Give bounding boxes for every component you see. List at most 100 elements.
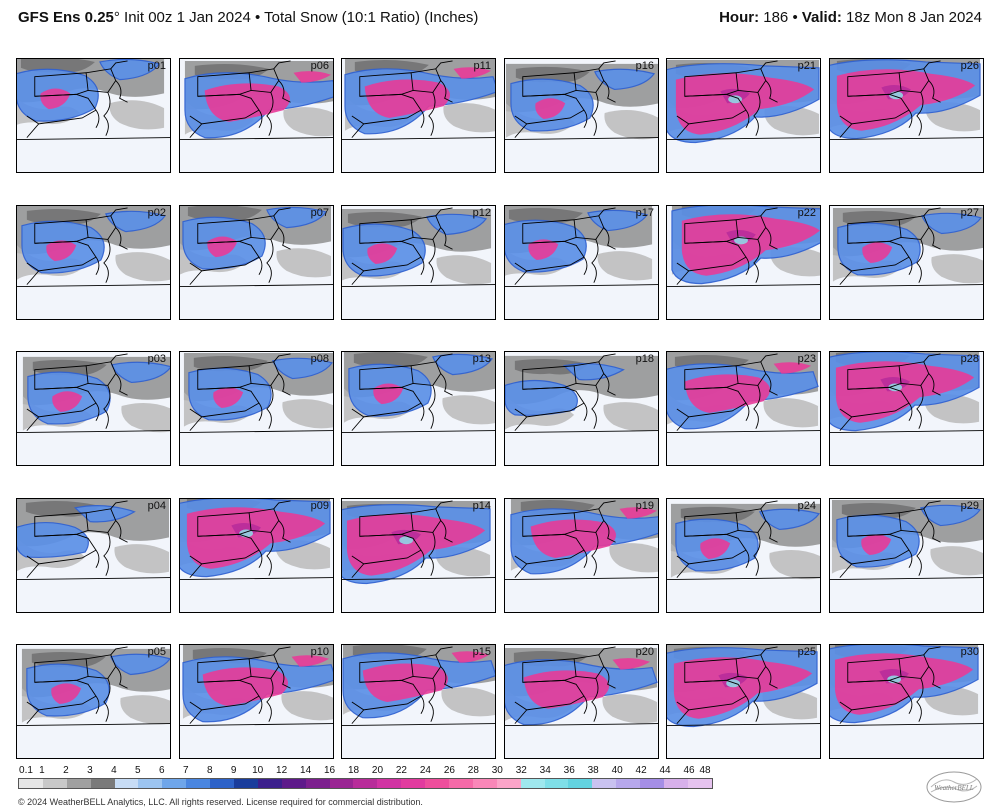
member-label: p05 [147,646,166,658]
member-label: p14 [472,500,491,512]
legend-tick: 34 [539,765,551,776]
legend-swatch [592,779,617,788]
ensemble-member-panel: p09 [179,498,334,613]
snowfall-map [667,59,820,144]
member-label: p01 [147,60,166,72]
legend-swatch [42,779,67,788]
ensemble-member-panel: p16 [504,58,659,173]
legend-swatch [19,779,43,788]
legend-tick: 1 [39,765,45,776]
legend-swatch [186,779,211,788]
legend-tick: 40 [611,765,623,776]
member-label: p23 [797,353,816,365]
legend-tick: 42 [635,765,647,776]
legend-swatch [687,779,712,788]
member-label: p20 [635,646,654,658]
member-label: p24 [797,500,816,512]
ensemble-member-panel: p24 [666,498,821,613]
snowfall-map [667,206,820,288]
member-label: p16 [635,60,654,72]
legend-tick: 7 [182,765,189,776]
ensemble-member-panel: p15 [341,644,496,759]
ensemble-member-panel: p12 [341,205,496,320]
member-label: p19 [635,500,654,512]
member-label: p12 [472,207,491,219]
legend-swatch [496,779,521,788]
snowfall-map [830,645,983,727]
legend-swatch [234,779,258,788]
legend-tick: 22 [395,765,407,776]
snowfall-map [505,206,658,288]
member-label: p11 [473,60,491,72]
hour-value: 186 [759,9,789,26]
legend-tick: 36 [563,765,575,776]
snowfall-map [342,207,495,288]
legend-tick-labels: 0.1 1 2 3 4 5 6 7 8 9 10 12 14 16 18 20 22 24 26 28 30 32 34 36… [18,765,713,777]
legend-swatch [640,779,665,788]
snowfall-map [830,207,983,288]
legend-swatch [329,779,354,788]
legend-tick: 5 [135,765,141,776]
ensemble-member-panel: p08 [179,351,334,466]
legend-tick: 46 [683,765,695,776]
legend-swatch [472,779,497,788]
map-title: GFS Ens 0.25° Init 00z 1 Jan 2024 • Tota… [18,9,478,26]
ensemble-member-panel: p04 [16,498,171,613]
legend-swatch [425,779,450,788]
member-label: p27 [960,207,979,219]
legend-tick: 18 [347,765,360,776]
legend-swatch [66,779,91,788]
ensemble-member-panel: p01 [16,58,171,173]
snowfall-map [180,352,333,434]
snowfall-map [667,352,820,434]
snowfall-map [17,206,170,288]
ensemble-member-panel: p13 [341,351,496,466]
member-label: p29 [960,500,979,512]
legend-tick: 32 [515,765,527,776]
product-name: Total Snow (10:1 Ratio) (Inches) [264,9,479,26]
member-label: p28 [960,353,979,365]
legend-tick: 6 [159,765,165,776]
legend-tick: 38 [587,765,599,776]
member-label: p21 [797,60,816,72]
member-label: p10 [310,646,329,658]
legend-tick: 20 [371,765,384,776]
legend-tick: 8 [206,765,213,776]
valid-separator: • [788,9,802,26]
snowfall-map [667,645,820,728]
valid-value: 18z Mon 8 Jan 2024 [841,9,982,26]
hour-label: Hour: [719,9,760,26]
ensemble-member-panel: p11 [341,58,496,173]
member-label: p04 [147,500,166,512]
member-label: p13 [472,353,491,365]
ensemble-member-panel: p17 [504,205,659,320]
model-name: GFS Ens 0.25 [18,9,114,26]
legend-tick: 28 [467,765,479,776]
snowfall-map [830,59,983,141]
valid-info: Hour: 186 • Valid: 18z Mon 8 Jan 2024 [719,9,982,26]
member-label: p07 [310,207,329,219]
member-label: p08 [310,353,329,365]
member-label: p18 [635,353,654,365]
ensemble-member-panel: p28 [829,351,984,466]
member-label: p15 [472,646,491,658]
weatherbell-logo: WeatherBELL [926,771,982,803]
snowfall-map [667,500,820,581]
snowfall-map [17,646,170,727]
legend-tick: 9 [230,765,237,776]
ensemble-member-panel: p05 [16,644,171,759]
legend-color-bar [18,778,713,789]
ensemble-member-panel: p23 [666,351,821,466]
snowfall-map [505,499,658,581]
init-time: Init 00z 1 Jan 2024 [119,9,251,26]
snowfall-map [180,499,333,581]
legend-swatch [281,779,306,788]
member-label: p30 [960,646,979,658]
member-label: p17 [635,207,654,219]
legend-tick: 24 [419,765,431,776]
legend-tick: 10 [252,765,264,776]
title-separator: • [250,9,265,26]
snowfall-map [342,59,495,141]
ensemble-member-panel: p30 [829,644,984,759]
ensemble-member-panel: p29 [829,498,984,613]
